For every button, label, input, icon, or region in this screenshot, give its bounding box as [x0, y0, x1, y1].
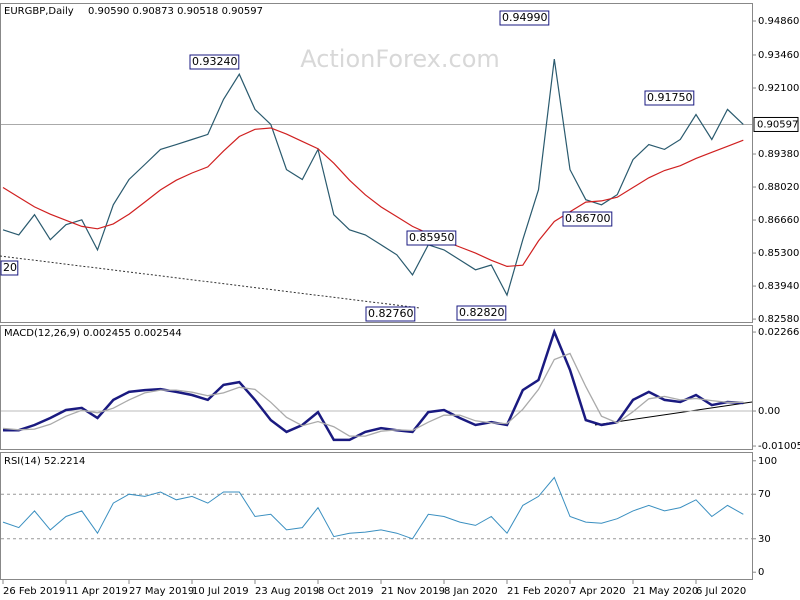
annotation-box: [189, 54, 240, 70]
annotation-box: [406, 230, 457, 246]
series-line: [2, 59, 744, 297]
annotation: 0.91750: [647, 91, 693, 104]
y-tick-label: 0.93460: [758, 50, 799, 61]
x-tick-label: 6 Jul 2020: [696, 586, 746, 597]
y-tick-label: 0.85300: [758, 248, 799, 259]
last-price-box: [753, 116, 799, 132]
x-tick-label: 21 Feb 2020: [507, 586, 569, 597]
series-line: [2, 476, 744, 540]
annotation-box: [0, 260, 19, 276]
y-tick-label: 0.82580: [758, 314, 799, 325]
rsi-panel: [0, 452, 753, 580]
x-tick-label: 11 Apr 2019: [66, 586, 128, 597]
price-panel: [0, 3, 753, 323]
y-tick-label: 0.88020: [758, 182, 799, 193]
macd-trend-line: [594, 401, 753, 426]
y-tick-label: 0.86660: [758, 215, 799, 226]
series-line: [2, 352, 744, 437]
annotation-box: [644, 90, 695, 106]
y-tick-label: 100: [758, 456, 777, 467]
y-tick-label: 0.83940: [758, 281, 799, 292]
watermark: ActionForex.com: [300, 45, 500, 73]
x-tick-label: 10 Jul 2019: [192, 586, 249, 597]
x-tick-label: 23 Aug 2019: [255, 586, 319, 597]
y-tick-label: 30: [758, 534, 771, 545]
macd-title: MACD(12,26,9) 0.002455 0.002544: [4, 328, 182, 339]
price-title: EURGBP,Daily: [4, 6, 74, 17]
y-tick-label: 70: [758, 489, 771, 500]
y-tick-label: 0.94860: [758, 16, 799, 27]
series-line: [2, 127, 744, 268]
x-tick-label: 8 Jan 2020: [444, 586, 498, 597]
x-tick-label: 26 Feb 2019: [3, 586, 65, 597]
y-tick-label: 0.00: [758, 406, 780, 417]
x-tick-label: 21 May 2020: [633, 586, 698, 597]
annotation-box: [562, 211, 613, 227]
x-tick-label: 21 Nov 2019: [381, 586, 445, 597]
annotation: 20: [3, 261, 17, 274]
macd-panel: [0, 325, 753, 450]
annotation: 0.93240: [192, 55, 238, 68]
price-quote: 0.90590 0.90873 0.90518 0.90597: [88, 6, 263, 17]
series-line: [3, 328, 744, 442]
rsi-title: RSI(14) 52.2214: [4, 456, 85, 467]
trend-line: [0, 255, 421, 309]
annotation: 0.94990: [502, 11, 548, 24]
last-price-label: 0.90597: [757, 119, 798, 130]
x-tick-label: 8 Oct 2019: [318, 586, 373, 597]
annotation: 0.82820: [459, 306, 505, 319]
annotation-box: [365, 306, 416, 322]
annotation: 0.86700: [565, 212, 611, 225]
y-tick-label: -0.010052: [758, 441, 800, 452]
annotation-box: [499, 10, 550, 26]
annotation: 0.82760: [368, 307, 414, 320]
annotation: 0.85950: [409, 231, 455, 244]
x-tick-label: 27 May 2019: [129, 586, 194, 597]
y-tick-label: 0.89380: [758, 149, 799, 160]
y-tick-label: 0: [758, 567, 764, 578]
x-tick-label: 7 Apr 2020: [570, 586, 625, 597]
y-tick-label: 0.022662: [758, 327, 800, 338]
y-tick-label: 0.92100: [758, 83, 799, 94]
annotation-box: [456, 305, 507, 321]
